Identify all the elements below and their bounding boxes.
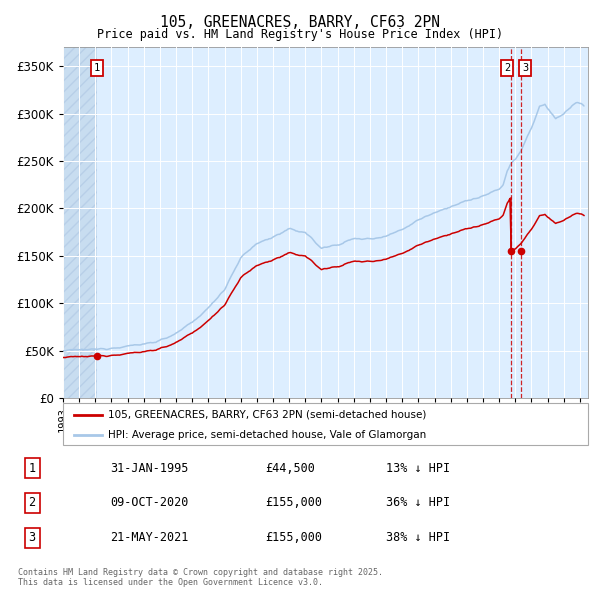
- Bar: [63, 47, 97, 398]
- FancyBboxPatch shape: [63, 403, 588, 445]
- Text: 2: 2: [29, 496, 36, 510]
- Text: 1: 1: [29, 461, 36, 474]
- Text: 31-JAN-1995: 31-JAN-1995: [110, 461, 188, 474]
- Text: 3: 3: [29, 532, 36, 545]
- Text: 3: 3: [522, 63, 529, 73]
- Text: £155,000: £155,000: [265, 532, 322, 545]
- Text: £44,500: £44,500: [265, 461, 316, 474]
- Text: 105, GREENACRES, BARRY, CF63 2PN (semi-detached house): 105, GREENACRES, BARRY, CF63 2PN (semi-d…: [107, 410, 426, 420]
- Text: 36% ↓ HPI: 36% ↓ HPI: [386, 496, 451, 510]
- Text: 2: 2: [504, 63, 511, 73]
- Text: Contains HM Land Registry data © Crown copyright and database right 2025.
This d: Contains HM Land Registry data © Crown c…: [18, 568, 383, 587]
- Text: 105, GREENACRES, BARRY, CF63 2PN: 105, GREENACRES, BARRY, CF63 2PN: [160, 15, 440, 30]
- Text: 09-OCT-2020: 09-OCT-2020: [110, 496, 188, 510]
- Text: 21-MAY-2021: 21-MAY-2021: [110, 532, 188, 545]
- Text: £155,000: £155,000: [265, 496, 322, 510]
- Text: 13% ↓ HPI: 13% ↓ HPI: [386, 461, 451, 474]
- Text: 1: 1: [94, 63, 100, 73]
- Text: HPI: Average price, semi-detached house, Vale of Glamorgan: HPI: Average price, semi-detached house,…: [107, 430, 426, 440]
- Text: 38% ↓ HPI: 38% ↓ HPI: [386, 532, 451, 545]
- Text: Price paid vs. HM Land Registry's House Price Index (HPI): Price paid vs. HM Land Registry's House …: [97, 28, 503, 41]
